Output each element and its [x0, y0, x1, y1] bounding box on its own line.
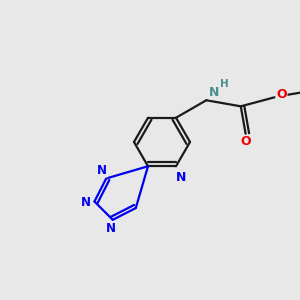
Text: N: N [209, 86, 220, 99]
Text: N: N [81, 196, 91, 209]
Text: O: O [276, 88, 287, 101]
Text: N: N [176, 171, 186, 184]
Text: O: O [240, 135, 251, 148]
Text: H: H [220, 79, 229, 89]
Text: N: N [106, 222, 116, 235]
Text: N: N [97, 164, 107, 177]
